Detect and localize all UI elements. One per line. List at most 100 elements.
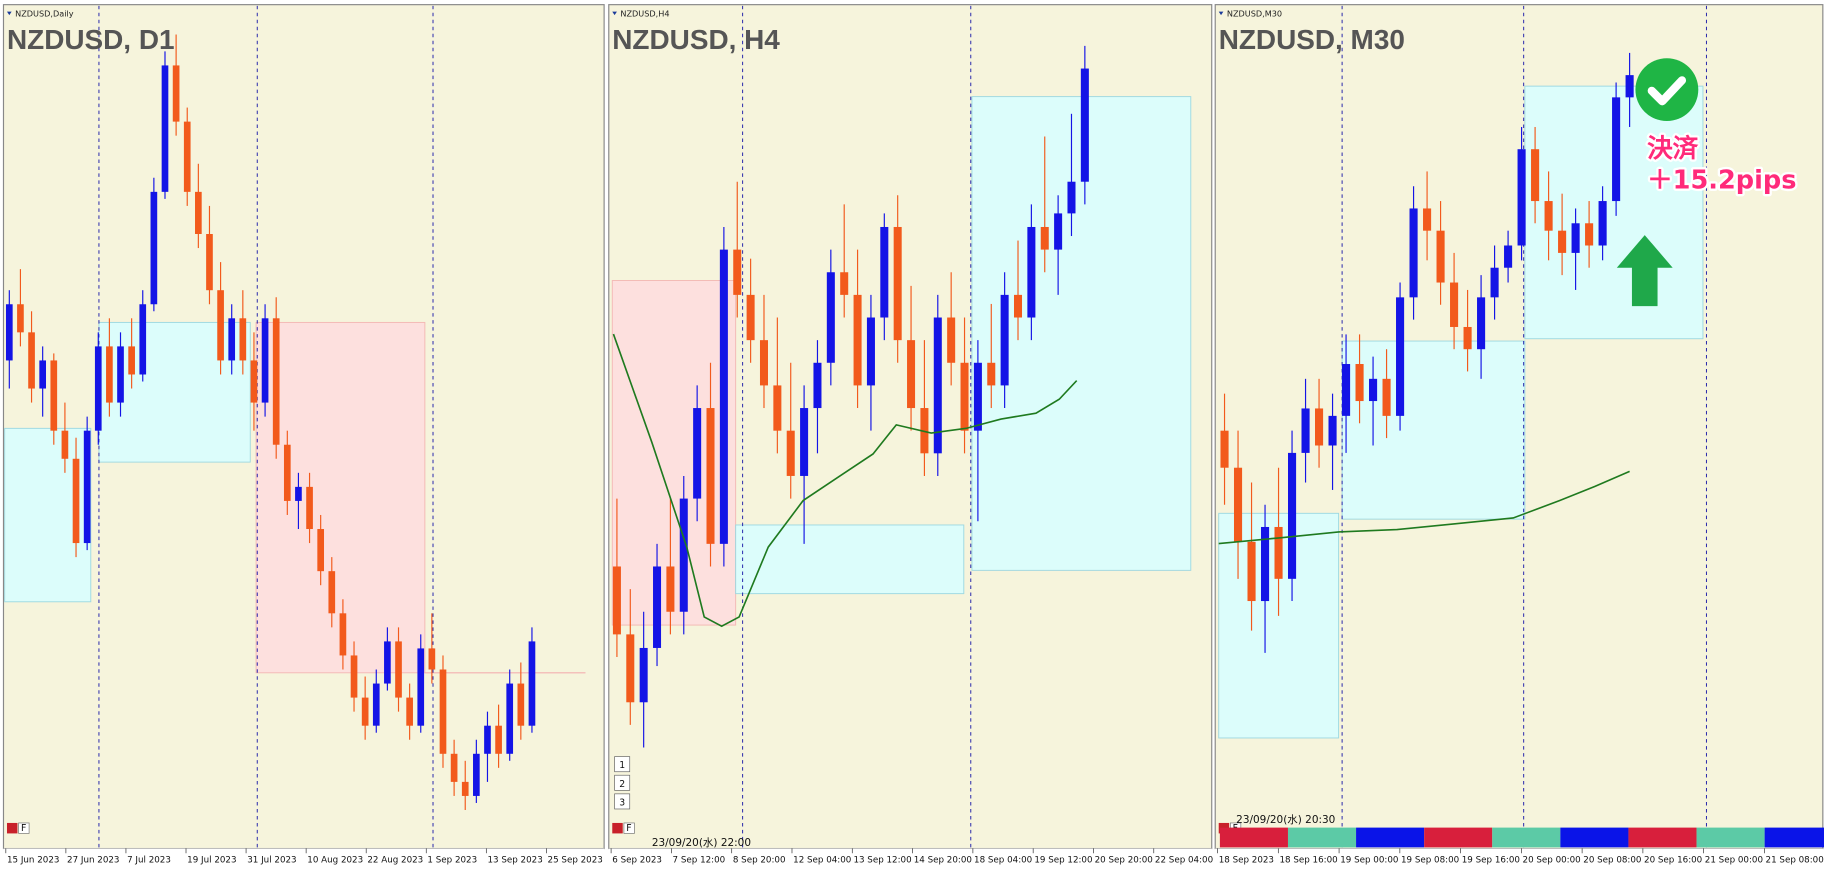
candle-body — [384, 641, 391, 684]
candle-body — [39, 360, 47, 389]
date-label: 21 Sep 08:00 — [1766, 856, 1824, 866]
candle-body — [626, 634, 635, 703]
date-label: 13 Sep 12:00 — [853, 856, 911, 866]
candle-body — [239, 318, 247, 361]
date-label: 19 Sep 08:00 — [1401, 856, 1459, 866]
session-strip — [1492, 827, 1561, 848]
date-axis — [1215, 848, 1823, 872]
candle-body — [350, 655, 358, 698]
check-mark — [1647, 76, 1687, 106]
number-button[interactable] — [614, 793, 631, 810]
candle-body — [1274, 526, 1283, 579]
candle-body — [1396, 297, 1405, 416]
candle-body — [786, 430, 795, 476]
candle-body — [947, 317, 956, 363]
candle-body — [987, 362, 996, 386]
candle-body — [1463, 326, 1472, 350]
candle-body — [907, 340, 916, 409]
candle-body — [139, 304, 147, 375]
candle-body — [72, 458, 80, 544]
candle-body — [706, 408, 715, 544]
date-label: 27 Jun 2023 — [67, 856, 119, 866]
candle-body — [1490, 267, 1499, 298]
candle-body — [1598, 201, 1607, 246]
candle-body — [1504, 245, 1513, 268]
candle-body — [395, 641, 402, 698]
moving-average — [1218, 470, 1630, 545]
candle-body — [50, 360, 58, 431]
candle-body — [272, 318, 280, 445]
candle-body — [719, 249, 728, 544]
candle-body — [813, 362, 822, 409]
date-label: 19 Sep 16:00 — [1462, 856, 1520, 866]
session-strip — [1560, 827, 1629, 848]
date-axis — [3, 848, 605, 872]
date-label: 20 Sep 16:00 — [1644, 856, 1702, 866]
date-label: 13 Sep 2023 — [487, 856, 542, 866]
candle-body — [1000, 294, 1009, 386]
candle-body — [217, 290, 224, 361]
candle-body — [283, 444, 291, 501]
close-button[interactable] — [6, 822, 18, 834]
date-label: 18 Sep 04:00 — [974, 856, 1032, 866]
date-label: 31 Jul 2023 — [247, 856, 296, 866]
date-label: 14 Sep 20:00 — [914, 856, 972, 866]
number-button[interactable] — [614, 774, 631, 791]
candle-body — [172, 65, 180, 122]
candle-body — [1260, 526, 1270, 602]
number-label: 2 — [619, 779, 625, 790]
candle-body — [328, 571, 336, 614]
f-button[interactable] — [18, 822, 30, 834]
candle-body — [228, 318, 236, 361]
f-label: F — [21, 823, 26, 834]
date-label: 18 Sep 2023 — [1219, 856, 1274, 866]
candle-body — [406, 697, 413, 726]
candle-body — [1220, 430, 1229, 468]
candle-body — [1315, 408, 1324, 446]
candle-body — [612, 566, 621, 635]
candle-body — [1328, 415, 1337, 446]
candle-body — [150, 191, 158, 305]
candle-body — [506, 683, 514, 754]
candle-body — [94, 346, 102, 431]
candle-body — [800, 408, 809, 476]
date-label: 19 Jul 2023 — [187, 856, 236, 866]
up-arrow — [1616, 235, 1673, 307]
candle-body — [1027, 226, 1036, 318]
candle-body — [1436, 230, 1445, 283]
panel-header: NZDUSD,Daily — [15, 8, 74, 18]
number-button[interactable] — [614, 756, 631, 773]
candle-body — [666, 566, 675, 612]
menu-arrow — [612, 11, 617, 16]
candle-body — [339, 613, 347, 656]
date-label: 7 Sep 12:00 — [673, 856, 726, 866]
candle-body — [1369, 378, 1378, 402]
candle-body — [1054, 213, 1063, 250]
date-label: 20 Sep 20:00 — [1095, 856, 1153, 866]
candle-body — [1247, 541, 1256, 602]
session-strip — [1696, 827, 1765, 848]
date-label: 15 Jun 2023 — [7, 856, 59, 866]
f-button[interactable] — [623, 822, 635, 834]
candle-body — [1517, 149, 1526, 246]
date-label: 20 Sep 08:00 — [1583, 856, 1641, 866]
candle-body — [746, 294, 755, 341]
date-label: 8 Sep 20:00 — [733, 856, 786, 866]
date-label: 10 Aug 2023 — [307, 856, 363, 866]
date-label: 25 Sep 2023 — [548, 856, 603, 866]
date-label: 6 Sep 2023 — [612, 856, 662, 866]
candle-body — [495, 725, 502, 754]
candle-body — [733, 249, 742, 295]
date-label: 19 Sep 12:00 — [1034, 856, 1092, 866]
close-button[interactable] — [612, 822, 623, 834]
date-label: 22 Sep 04:00 — [1155, 856, 1213, 866]
candle-body — [853, 294, 862, 386]
candle-body — [679, 498, 688, 612]
panel-title: NZDUSD, M30 — [1219, 24, 1405, 55]
candle-body — [653, 566, 662, 648]
candle-body — [893, 226, 902, 341]
candle-body — [1409, 208, 1418, 298]
candle-body — [484, 725, 491, 754]
trade-result: 決済 — [1647, 133, 1699, 164]
